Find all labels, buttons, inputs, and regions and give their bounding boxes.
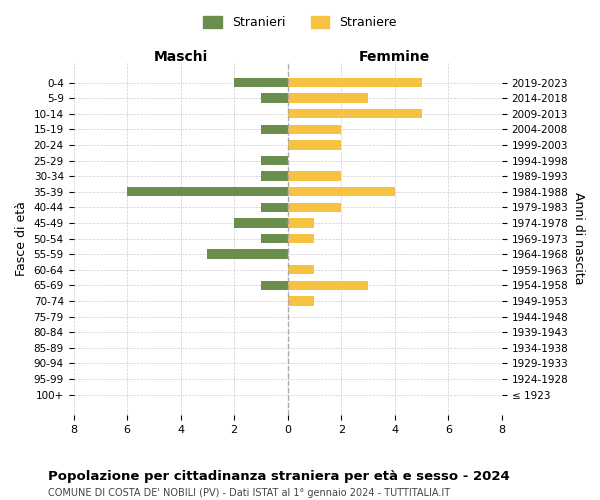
Y-axis label: Fasce di età: Fasce di età xyxy=(15,201,28,276)
Bar xyxy=(287,78,422,87)
Bar xyxy=(261,234,287,243)
Bar xyxy=(261,172,287,181)
Bar xyxy=(287,187,395,196)
Bar xyxy=(287,202,341,212)
Legend: Stranieri, Straniere: Stranieri, Straniere xyxy=(198,11,402,34)
Text: Popolazione per cittadinanza straniera per età e sesso - 2024: Popolazione per cittadinanza straniera p… xyxy=(48,470,510,483)
Bar xyxy=(261,156,287,165)
Bar xyxy=(287,172,341,181)
Bar xyxy=(287,296,314,306)
Bar xyxy=(234,78,287,87)
Bar xyxy=(287,94,368,103)
Text: COMUNE DI COSTA DE' NOBILI (PV) - Dati ISTAT al 1° gennaio 2024 - TUTTITALIA.IT: COMUNE DI COSTA DE' NOBILI (PV) - Dati I… xyxy=(48,488,450,498)
Bar xyxy=(287,109,422,118)
Bar xyxy=(234,218,287,228)
Bar xyxy=(261,124,287,134)
Bar xyxy=(127,187,287,196)
Bar xyxy=(208,250,287,259)
Y-axis label: Anni di nascita: Anni di nascita xyxy=(572,192,585,285)
Text: Femmine: Femmine xyxy=(359,50,430,64)
Bar xyxy=(261,94,287,103)
Bar xyxy=(287,234,314,243)
Bar xyxy=(287,265,314,274)
Bar xyxy=(261,280,287,290)
Bar xyxy=(287,124,341,134)
Text: Maschi: Maschi xyxy=(154,50,208,64)
Bar xyxy=(287,140,341,149)
Bar xyxy=(287,218,314,228)
Bar xyxy=(261,202,287,212)
Bar xyxy=(287,280,368,290)
